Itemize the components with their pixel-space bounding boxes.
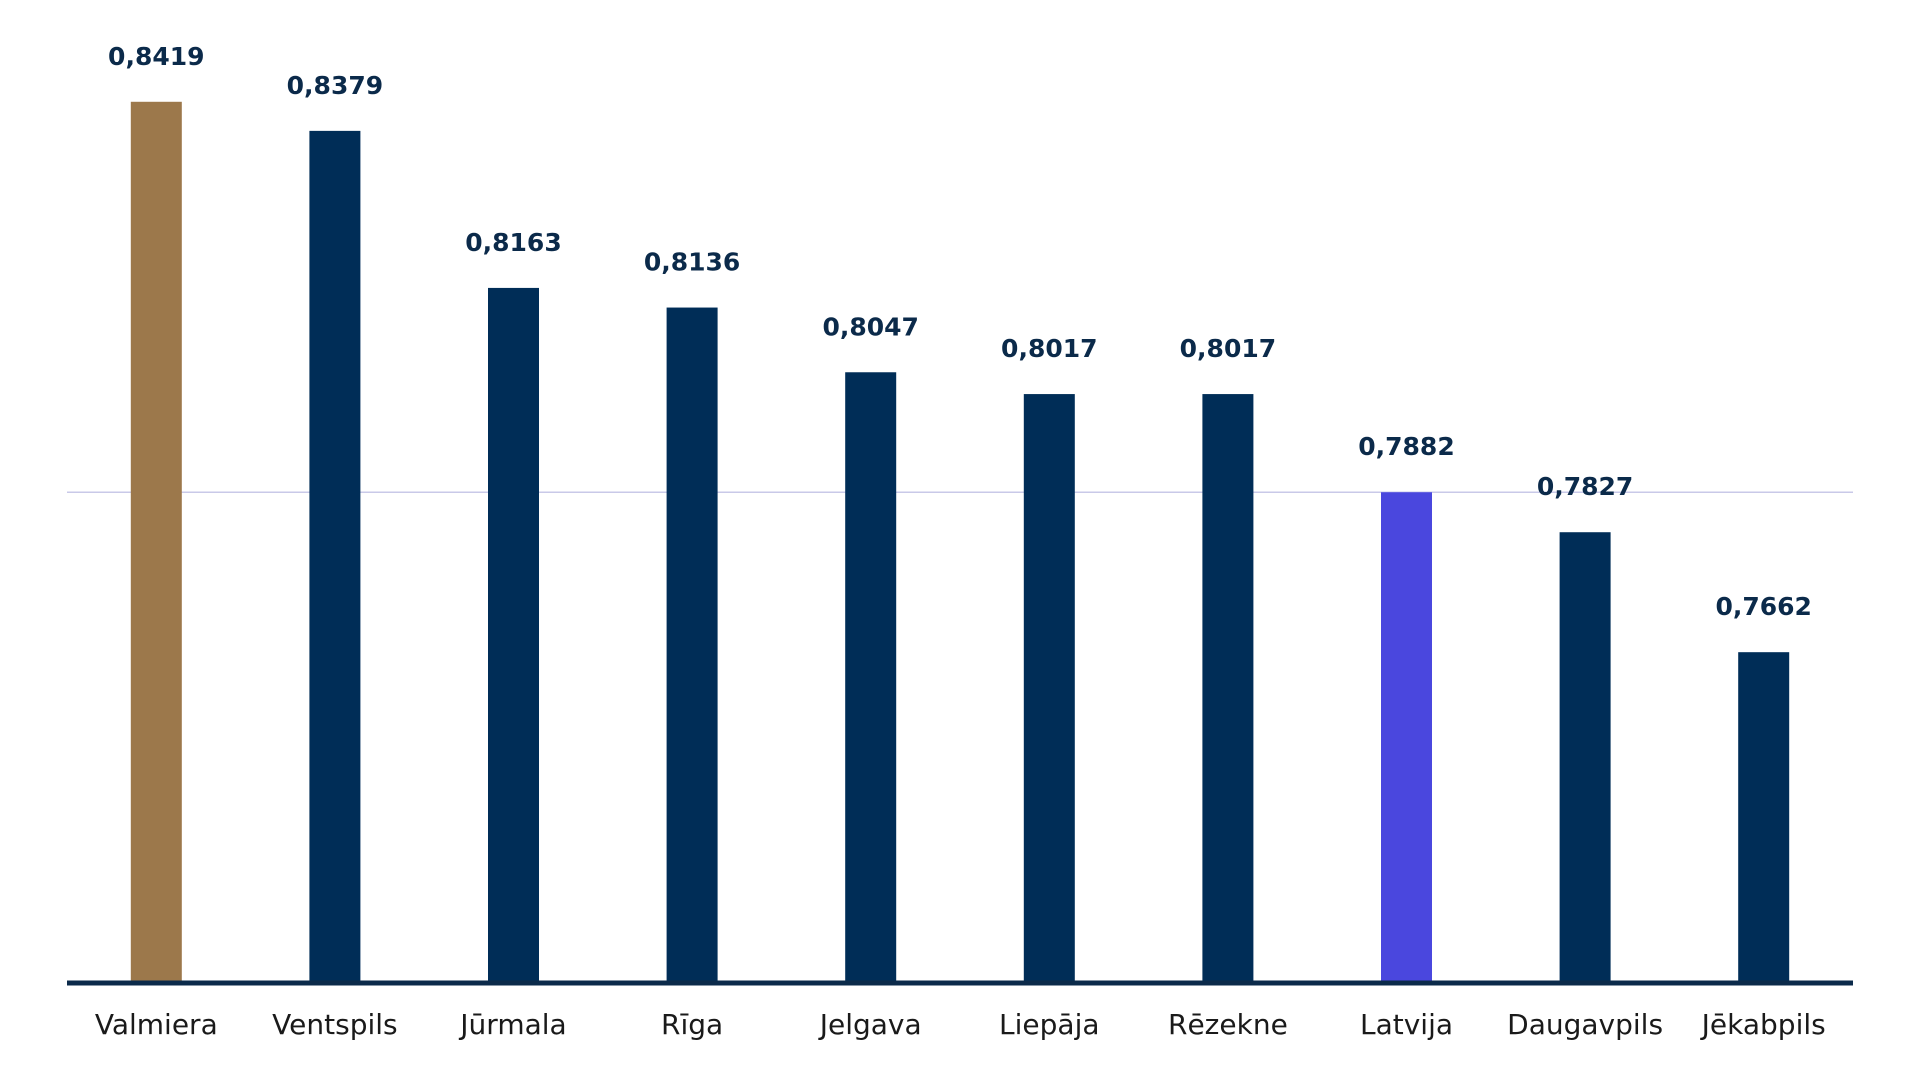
x-tick-label: Valmiera [95,1008,218,1041]
value-label: 0,7882 [1358,432,1454,461]
bar [845,372,897,983]
value-label: 0,8047 [822,312,918,341]
bar [1381,492,1432,983]
value-label: 0,7662 [1715,592,1811,621]
bar [1738,652,1790,983]
bar [309,130,361,983]
x-tick-label: Daugavpils [1507,1008,1663,1041]
x-tick-label: Jēkabpils [1700,1008,1826,1041]
x-tick-label: Latvija [1360,1008,1453,1041]
value-label: 0,8017 [1001,334,1097,363]
value-label: 0,8163 [465,228,561,257]
bar [666,307,718,983]
bar [1023,394,1075,983]
x-tick-label: Liepāja [999,1008,1099,1041]
value-label: 0,7827 [1537,472,1633,501]
bar [488,287,539,983]
bar [1559,532,1611,983]
x-tick-label: Rīga [661,1008,723,1041]
bar [130,101,182,984]
x-tick-label: Jelgava [818,1008,922,1041]
x-tick-label: Ventspils [272,1008,397,1041]
value-label: 0,8136 [644,248,740,277]
x-tick-label: Jūrmala [458,1008,566,1041]
value-label: 0,8017 [1180,334,1276,363]
bar [1202,394,1254,983]
value-label: 0,8379 [287,71,383,100]
value-label: 0,8419 [108,42,204,71]
x-tick-label: Rēzekne [1168,1008,1288,1041]
